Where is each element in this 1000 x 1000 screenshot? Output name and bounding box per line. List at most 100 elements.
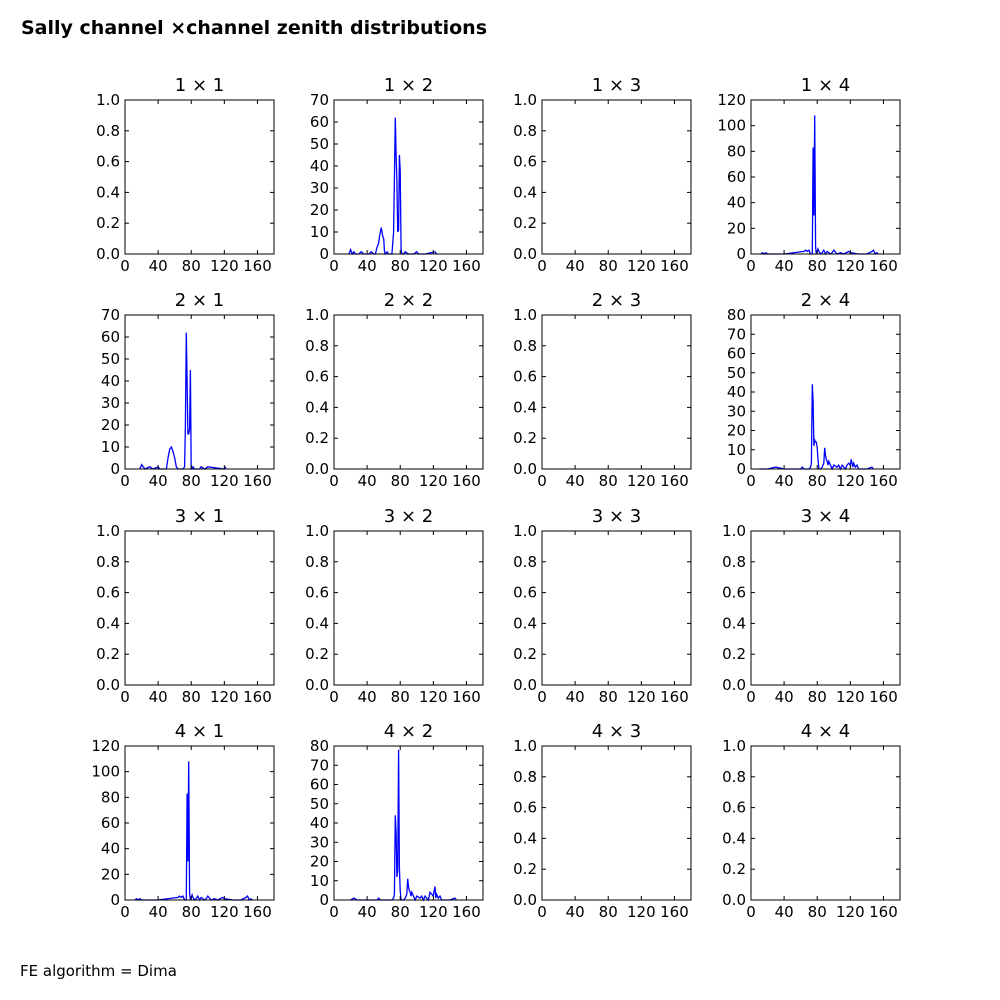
panel-1-3-xtick-label: 120	[627, 257, 656, 275]
panel-4-3-xtick-label: 160	[660, 903, 689, 921]
panel-4-1-xtick-label: 40	[149, 903, 168, 921]
panel-3-4-ytick-label: 0.0	[722, 676, 746, 694]
panel-4-1-ytick-label: 20	[101, 865, 120, 883]
panel-3-1-title: 3 × 1	[175, 506, 224, 527]
panel-2-2-xtick-label: 0	[329, 472, 339, 490]
panel-3-2-ytick-label: 0.8	[305, 553, 329, 571]
panel-3-1-ytick-label: 0.8	[96, 553, 120, 571]
panel-2-4-ytick-label: 60	[727, 345, 746, 363]
panel-2-3-frame	[541, 314, 692, 470]
panel-4-3-ytick-label: 1.0	[513, 737, 537, 755]
panel-2-3-ytick-label: 1.0	[513, 306, 537, 324]
panel-4-1-xtick-label: 120	[210, 903, 239, 921]
panel-4-2-xtick-label: 80	[391, 903, 410, 921]
panel-4-3-xtick-label: 0	[537, 903, 547, 921]
panel-1-4-title: 1 × 4	[801, 75, 850, 96]
panel-1-1-xtick-label: 80	[182, 257, 201, 275]
panel-3-1-ytick-label: 1.0	[96, 522, 120, 540]
panel-2-1-xtick-label: 40	[149, 472, 168, 490]
panel-2-4-xtick-label: 120	[836, 472, 865, 490]
panel-4-4-ytick-label: 0.0	[722, 891, 746, 909]
panel-1-2-ytick-label: 40	[310, 157, 329, 175]
panel-4-2-ytick-label: 10	[310, 872, 329, 890]
panel-1-2-xtick-label: 120	[419, 257, 448, 275]
panel-1-2-xtick-label: 80	[391, 257, 410, 275]
panel-4-4-ytick-label: 0.2	[722, 860, 746, 878]
panel-2-3-xtick-label: 0	[537, 472, 547, 490]
panel-4-1-ytick-label: 0	[110, 891, 120, 909]
panel-4-3-xtick-label: 40	[566, 903, 585, 921]
panel-3-2-ytick-label: 1.0	[305, 522, 329, 540]
panel-1-2-ytick-label: 20	[310, 201, 329, 219]
panel-2-2-xtick-label: 80	[391, 472, 410, 490]
panel-1-3-ytick-label: 1.0	[513, 91, 537, 109]
panel-2-4-ytick-label: 0	[736, 460, 746, 478]
panel-3-1-xtick-label: 80	[182, 688, 201, 706]
panel-3-1-ytick-label: 0.6	[96, 584, 120, 602]
panel-4-4-ytick-label: 0.8	[722, 768, 746, 786]
panel-2-4-ytick-label: 40	[727, 383, 746, 401]
panel-1-3-ytick-label: 0.8	[513, 122, 537, 140]
panel-3-3-ytick-label: 0.6	[513, 584, 537, 602]
panel-2-3-xtick-label: 80	[599, 472, 618, 490]
panel-2-4-frame	[750, 314, 901, 470]
panel-1-1-xtick-label: 40	[149, 257, 168, 275]
panel-4-3-ytick-label: 0.8	[513, 768, 537, 786]
panel-3-3-xtick-label: 0	[537, 688, 547, 706]
panel-1-1-xtick-label: 120	[210, 257, 239, 275]
panel-3-1-ytick-label: 0.2	[96, 645, 120, 663]
panel-1-4-xtick-label: 120	[836, 257, 865, 275]
panel-2-4-ytick-label: 30	[727, 402, 746, 420]
panel-2-3-ytick-label: 0.0	[513, 460, 537, 478]
panel-4-2-xtick-label: 160	[452, 903, 481, 921]
panel-4-2-frame	[333, 745, 484, 901]
panel-4-2-title: 4 × 2	[384, 721, 433, 742]
panel-2-1-title: 2 × 1	[175, 290, 224, 311]
panel-1-2-frame	[333, 99, 484, 255]
panel-2-1-xtick-label: 120	[210, 472, 239, 490]
panel-3-4-frame	[750, 530, 901, 686]
panel-1-2-xtick-label: 40	[358, 257, 377, 275]
panel-3-3-ytick-label: 1.0	[513, 522, 537, 540]
panel-2-4-series-line	[759, 384, 874, 471]
panel-1-3-ytick-label: 0.2	[513, 214, 537, 232]
panel-3-3-ytick-label: 0.8	[513, 553, 537, 571]
panel-2-2-ytick-label: 0.6	[305, 368, 329, 386]
panel-3-1-xtick-label: 120	[210, 688, 239, 706]
panel-4-2-ytick-label: 20	[310, 853, 329, 871]
panel-4-1-xtick-label: 0	[120, 903, 130, 921]
panel-1-3-ytick-label: 0.4	[513, 183, 537, 201]
panel-1-4-ytick-label: 60	[727, 168, 746, 186]
panel-1-1-ytick-label: 1.0	[96, 91, 120, 109]
panel-1-4-ytick-label: 120	[717, 91, 746, 109]
panel-3-4-xtick-label: 0	[746, 688, 756, 706]
panel-4-4-xtick-label: 0	[746, 903, 756, 921]
panel-4-2-xtick-label: 120	[419, 903, 448, 921]
panel-3-4-ytick-label: 0.6	[722, 584, 746, 602]
panel-4-4-ytick-label: 0.6	[722, 799, 746, 817]
panel-2-4-ytick-label: 10	[727, 441, 746, 459]
panel-2-2-frame	[333, 314, 484, 470]
panel-3-2-ytick-label: 0.0	[305, 676, 329, 694]
panel-1-3-ytick-label: 0.0	[513, 245, 537, 263]
panel-3-3-ytick-label: 0.0	[513, 676, 537, 694]
panel-2-1-series-line	[139, 332, 227, 470]
panel-3-3-xtick-label: 40	[566, 688, 585, 706]
panel-3-4-xtick-label: 120	[836, 688, 865, 706]
panel-4-1-xtick-label: 160	[243, 903, 272, 921]
panel-3-1-xtick-label: 160	[243, 688, 272, 706]
panel-1-3-xtick-label: 40	[566, 257, 585, 275]
panel-1-3-xtick-label: 80	[599, 257, 618, 275]
panel-4-4-xtick-label: 40	[775, 903, 794, 921]
panel-3-1-ytick-label: 0.0	[96, 676, 120, 694]
panel-4-3-frame	[541, 745, 692, 901]
panel-4-2-ytick-label: 70	[310, 756, 329, 774]
panel-2-1-ytick-label: 60	[101, 328, 120, 346]
panel-2-2-ytick-label: 1.0	[305, 306, 329, 324]
panel-4-3-ytick-label: 0.2	[513, 860, 537, 878]
panel-2-3-xtick-label: 120	[627, 472, 656, 490]
panel-3-4-ytick-label: 0.4	[722, 614, 746, 632]
panel-3-1-frame	[124, 530, 275, 686]
panel-2-1-ytick-label: 50	[101, 350, 120, 368]
panel-2-3-title: 2 × 3	[592, 290, 641, 311]
